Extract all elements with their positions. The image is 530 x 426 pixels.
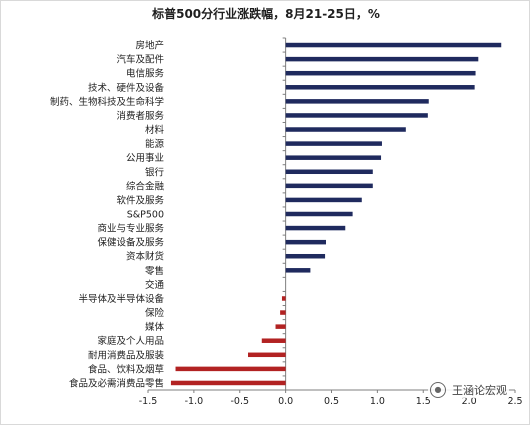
bar <box>285 42 502 48</box>
category-label: 家庭及个人用品 <box>97 335 164 347</box>
category-label: 资本财货 <box>126 251 164 263</box>
bar <box>285 99 429 104</box>
bar <box>285 127 406 132</box>
category-label: 制药、生物科技及生命科学 <box>50 96 164 108</box>
x-tick-label: -1.5 <box>139 396 158 407</box>
bar <box>285 169 373 175</box>
category-label: 零售 <box>145 265 164 277</box>
category-label: 食品、饮料及烟草 <box>88 363 164 375</box>
category-label: 食品及必需消费品零售 <box>69 377 164 389</box>
category-label: 银行 <box>145 166 165 178</box>
category-label: 房地产 <box>135 40 164 52</box>
bar <box>285 225 346 231</box>
category-label: 综合金融 <box>126 180 165 192</box>
bar <box>285 85 475 90</box>
bar <box>285 197 362 203</box>
category-label: 公用事业 <box>126 152 164 164</box>
category-label: 能源 <box>145 138 165 150</box>
bar <box>285 211 353 217</box>
category-label: 保险 <box>145 307 165 319</box>
bar <box>281 296 286 301</box>
category-label: S&P500 <box>127 210 164 221</box>
bar <box>170 380 286 386</box>
bar <box>285 155 382 160</box>
x-tick-label: -1.0 <box>185 396 204 407</box>
x-tick-label: 1.0 <box>370 396 385 407</box>
watermark-text: 王涵论宏观 <box>452 384 507 397</box>
bar <box>285 70 476 76</box>
wechat-icon: ● <box>430 382 446 398</box>
watermark: ● 王涵论宏观 <box>428 382 509 398</box>
bar <box>285 253 326 259</box>
bar <box>261 338 286 343</box>
category-label: 电信服务 <box>126 68 165 80</box>
category-label: 汽车及配件 <box>116 54 164 66</box>
category-label: 交通 <box>145 279 165 291</box>
x-tick-label: 1.5 <box>416 396 431 407</box>
bar <box>280 310 286 315</box>
bar <box>285 56 479 62</box>
bar <box>285 141 382 146</box>
category-label: 耐用消费品及服装 <box>88 349 165 361</box>
x-tick-label: 2.5 <box>507 396 522 407</box>
category-label: 半导体及半导体设备 <box>78 293 164 305</box>
x-tick-label: -0.5 <box>230 396 249 407</box>
category-label: 保健设备及服务 <box>97 237 164 249</box>
bar <box>285 239 326 245</box>
bar <box>285 113 428 118</box>
chart-title: 标普500分行业涨跌幅，8月21-25日，% <box>152 7 380 21</box>
category-label: 消费者服务 <box>116 110 164 122</box>
bar <box>275 324 286 329</box>
x-tick-label: 0.5 <box>324 396 339 407</box>
category-label: 商业与专业服务 <box>97 223 164 235</box>
category-label: 软件及服务 <box>116 194 164 206</box>
bar <box>285 268 311 273</box>
bar <box>248 352 286 358</box>
category-label: 材料 <box>145 124 165 136</box>
x-tick-label: 0.0 <box>278 396 293 407</box>
category-label: 技术、硬件及设备 <box>88 82 165 94</box>
bar <box>285 183 373 189</box>
x-tick-label: 2.0 <box>462 396 477 407</box>
bar <box>175 366 286 372</box>
category-label: 媒体 <box>145 321 165 333</box>
